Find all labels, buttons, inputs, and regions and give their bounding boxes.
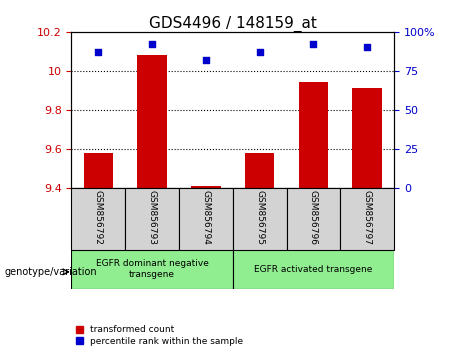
Text: GSM856796: GSM856796 xyxy=(309,190,318,245)
Bar xyxy=(353,88,382,188)
Bar xyxy=(83,153,113,188)
Point xyxy=(202,57,210,63)
Legend: transformed count, percentile rank within the sample: transformed count, percentile rank withi… xyxy=(76,325,243,346)
Text: GSM856792: GSM856792 xyxy=(94,190,103,245)
Bar xyxy=(125,188,179,250)
Bar xyxy=(233,188,287,250)
Bar xyxy=(71,250,233,289)
Point xyxy=(310,41,317,47)
Bar xyxy=(299,82,328,188)
Point xyxy=(364,45,371,50)
Text: EGFR activated transgene: EGFR activated transgene xyxy=(254,264,372,274)
Point xyxy=(95,49,102,55)
Point xyxy=(148,41,156,47)
Bar xyxy=(71,188,125,250)
Bar xyxy=(340,188,394,250)
Text: GSM856795: GSM856795 xyxy=(255,190,264,245)
Text: EGFR dominant negative
transgene: EGFR dominant negative transgene xyxy=(96,259,208,279)
Bar xyxy=(245,153,274,188)
Bar xyxy=(233,250,394,289)
Bar xyxy=(191,185,221,188)
Bar xyxy=(179,188,233,250)
Title: GDS4496 / 148159_at: GDS4496 / 148159_at xyxy=(149,16,317,32)
Text: genotype/variation: genotype/variation xyxy=(5,267,97,277)
Text: GSM856797: GSM856797 xyxy=(363,190,372,245)
Bar xyxy=(287,188,340,250)
Bar xyxy=(137,55,167,188)
Point xyxy=(256,49,263,55)
Text: GSM856793: GSM856793 xyxy=(148,190,157,245)
Text: GSM856794: GSM856794 xyxy=(201,190,210,245)
